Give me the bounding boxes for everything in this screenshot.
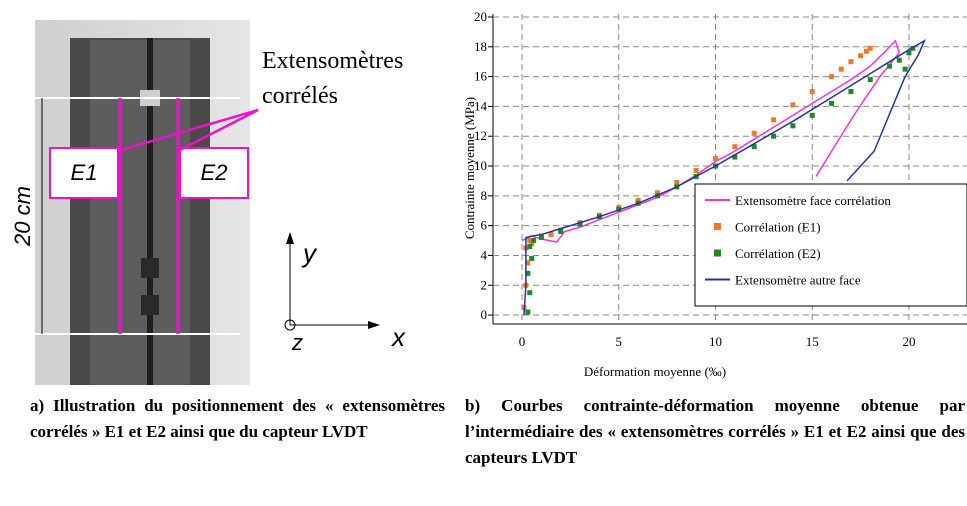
- point: [902, 66, 908, 72]
- rod: [147, 38, 153, 385]
- point: [867, 45, 873, 51]
- point: [529, 255, 535, 261]
- point: [577, 221, 583, 227]
- y-tick-label: 2: [481, 277, 488, 292]
- point: [529, 241, 535, 247]
- e1-box: [49, 147, 119, 199]
- point: [790, 123, 796, 129]
- clamp: [141, 295, 159, 315]
- length-label: 20 cm: [10, 186, 35, 247]
- point: [525, 270, 531, 276]
- axis-label: z: [291, 330, 303, 355]
- x-tick-label: 20: [902, 334, 915, 349]
- e2-box: [179, 147, 249, 199]
- y-axis-title: Contrainte moyenne (MPa): [462, 97, 477, 239]
- legend-label: Extensomètre autre face: [735, 273, 861, 288]
- point: [525, 309, 531, 315]
- series-line: [523, 39, 927, 316]
- y-tick-label: 10: [474, 158, 487, 173]
- point: [674, 179, 680, 185]
- point: [538, 235, 544, 241]
- y-tick-label: 4: [481, 247, 488, 262]
- point: [848, 89, 854, 94]
- y-tick-label: 12: [474, 128, 487, 143]
- point: [887, 63, 893, 69]
- e1-label: E1: [71, 160, 98, 185]
- point: [829, 74, 835, 80]
- legend: Extensomètre face corrélation Corrélation…: [694, 183, 967, 307]
- legend-label: Corrélation (E1): [735, 220, 821, 235]
- e2-label: E2: [201, 160, 228, 185]
- caption-b: b) Courbes contrainte-déformation moyenn…: [465, 396, 965, 467]
- point: [867, 77, 873, 83]
- point: [558, 229, 564, 235]
- point: [548, 232, 554, 238]
- point: [712, 156, 718, 162]
- arrow-head: [286, 232, 294, 244]
- point: [858, 53, 864, 59]
- point: [829, 100, 835, 106]
- point: [635, 197, 641, 203]
- x-tick-label: 15: [806, 334, 819, 349]
- axis-label: y: [301, 238, 318, 268]
- y-tick-label: 16: [474, 69, 488, 84]
- series-line: [521, 39, 901, 243]
- point: [732, 154, 738, 160]
- point: [527, 290, 533, 296]
- point: [896, 57, 902, 63]
- y-tick-label: 20: [474, 9, 487, 24]
- chart: Contrainte moyenne (MPa) Déformation moy…: [462, 9, 967, 379]
- y-tick-label: 18: [474, 39, 487, 54]
- x-tick-label: 5: [616, 334, 623, 349]
- y-tick-label: 0: [481, 307, 488, 322]
- point: [906, 50, 912, 56]
- caption-a: a) Illustration du positionnement des « …: [30, 396, 445, 441]
- x-tick-label: 10: [709, 334, 722, 349]
- point: [809, 112, 815, 118]
- legend-label: Corrélation (E2): [735, 246, 821, 261]
- legend-marker: [714, 249, 721, 257]
- point: [809, 89, 815, 94]
- legend-marker: [714, 223, 721, 230]
- pointer: [179, 108, 259, 152]
- point: [693, 167, 699, 173]
- point: [848, 59, 854, 65]
- clamp: [141, 258, 159, 278]
- extenso-label: corrélés: [262, 83, 338, 109]
- figure: E1 E2 20 cm Extensomètres corrélés y x z…: [10, 8, 967, 385]
- point: [525, 260, 531, 266]
- point: [863, 48, 869, 54]
- point: [790, 102, 796, 108]
- point: [654, 190, 660, 196]
- point: [838, 66, 844, 72]
- point: [751, 144, 757, 150]
- point: [751, 130, 757, 136]
- axis-label: x: [390, 322, 406, 352]
- axis-z: [284, 319, 296, 331]
- y-tick-label: 8: [481, 188, 488, 203]
- arrow-head: [368, 321, 380, 329]
- legend-box: [694, 183, 967, 307]
- point: [732, 144, 738, 150]
- pointer: [120, 108, 259, 152]
- point: [771, 133, 777, 139]
- extenso-label: Extensomètres: [262, 48, 403, 74]
- point: [531, 238, 537, 244]
- x-axis-title: Déformation moyenne (‰): [584, 364, 726, 379]
- point: [527, 244, 533, 249]
- x-tick-label: 0: [519, 334, 526, 349]
- point: [527, 238, 533, 244]
- y-tick-label: 6: [481, 218, 488, 233]
- y-tick-label: 14: [474, 98, 488, 113]
- point: [771, 117, 777, 123]
- legend-label: Extensomètre face corrélation: [735, 193, 891, 208]
